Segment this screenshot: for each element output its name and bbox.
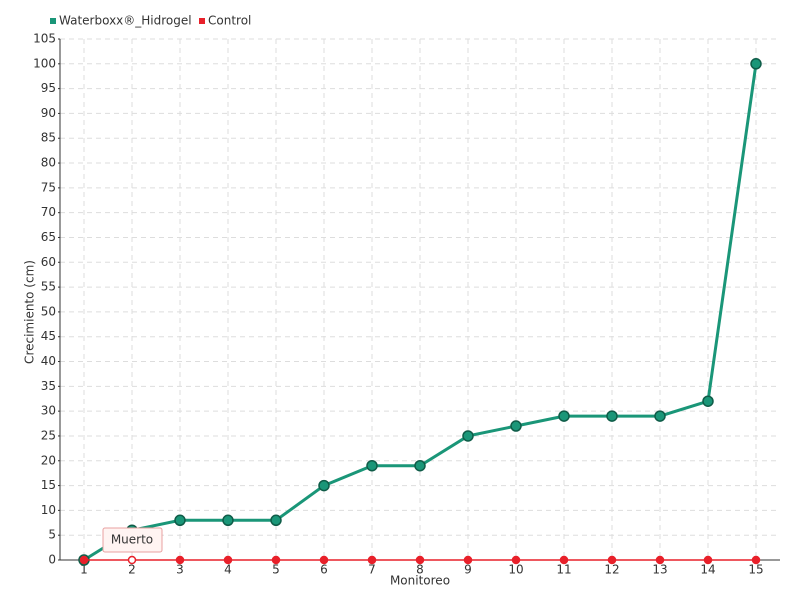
point	[415, 555, 425, 565]
point	[607, 555, 617, 565]
point	[79, 555, 89, 565]
x-tick-label: 8	[416, 563, 424, 577]
point	[366, 459, 378, 472]
point	[223, 555, 233, 565]
y-tick-label: 65	[41, 230, 56, 244]
point	[319, 555, 329, 565]
point	[511, 555, 521, 565]
point	[750, 58, 762, 70]
x-tick-label: 15	[748, 563, 763, 577]
y-tick-label: 15	[41, 478, 56, 492]
y-tick-label: 35	[41, 379, 56, 393]
legend-swatch	[50, 18, 56, 24]
point	[414, 459, 426, 472]
x-tick-label: 3	[176, 563, 184, 577]
x-tick-label: 11	[556, 563, 571, 577]
legend-label: Waterboxx®_Hidrogel	[59, 14, 192, 28]
point	[703, 555, 713, 565]
annotation: Muerto	[111, 533, 153, 547]
y-tick-label: 95	[41, 81, 56, 95]
point	[510, 420, 522, 432]
point	[702, 395, 714, 407]
x-tick-label: 12	[604, 563, 619, 577]
x-tick-label: 6	[320, 563, 328, 577]
y-tick-label: 90	[41, 106, 56, 120]
y-tick-label: 25	[41, 428, 56, 442]
y-tick-label: 45	[41, 329, 56, 343]
y-tick-label: 100	[33, 56, 56, 70]
y-tick-label: 20	[41, 453, 56, 467]
y-tick-label: 80	[41, 156, 56, 170]
point	[222, 514, 234, 527]
x-tick-label: 10	[508, 563, 523, 577]
y-tick-label: 75	[41, 180, 56, 194]
point	[751, 555, 761, 565]
point	[462, 430, 474, 442]
point	[655, 555, 665, 565]
point	[558, 410, 570, 422]
y-tick-label: 55	[41, 280, 56, 294]
x-tick-label: 5	[272, 563, 280, 577]
legend-swatch	[199, 18, 205, 24]
y-tick-label: 50	[41, 304, 56, 318]
y-tick-label: 40	[41, 354, 56, 368]
point	[271, 555, 281, 565]
y-tick-label: 30	[41, 404, 56, 418]
y-tick-label: 5	[48, 528, 56, 542]
y-axis-title: Crecimiento (cm)	[23, 260, 37, 364]
point	[367, 555, 377, 565]
y-tick-label: 70	[41, 205, 56, 219]
point	[318, 479, 330, 492]
y-tick-label: 85	[41, 131, 56, 145]
annotation-box	[102, 527, 163, 553]
point	[174, 514, 186, 527]
y-tick-label: 105	[33, 32, 56, 46]
x-tick-label: 2	[128, 563, 136, 577]
point	[463, 555, 473, 565]
point	[270, 514, 282, 527]
x-tick-label: 14	[700, 563, 715, 577]
point	[654, 410, 666, 422]
x-axis-title: Monitoreo	[390, 574, 450, 588]
y-tick-label: 60	[41, 255, 56, 269]
x-tick-label: 4	[224, 563, 232, 577]
x-tick-label: 9	[464, 563, 472, 577]
y-tick-label: 0	[48, 553, 56, 567]
point	[175, 555, 185, 565]
x-tick-label: 1	[80, 563, 88, 577]
x-tick-label: 7	[368, 563, 376, 577]
point	[559, 555, 569, 565]
y-tick-label: 10	[41, 503, 56, 517]
legend-label: Control	[208, 14, 251, 28]
point	[127, 555, 137, 565]
x-tick-label: 13	[652, 563, 667, 577]
point	[606, 410, 618, 422]
